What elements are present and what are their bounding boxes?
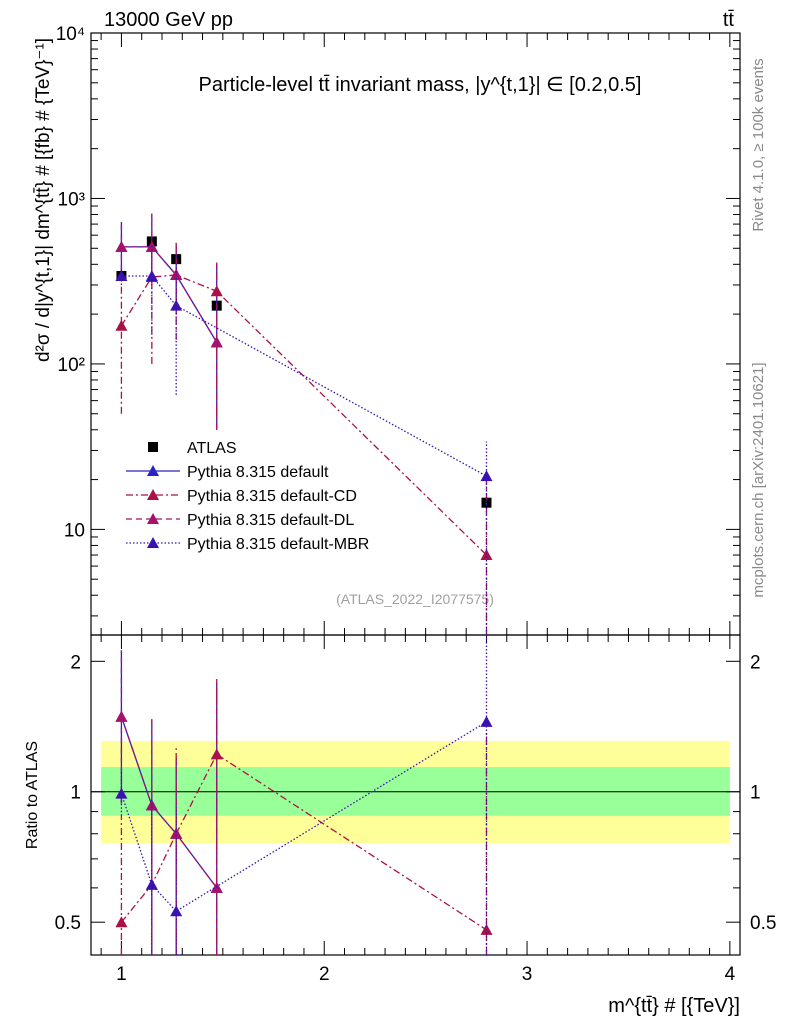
- main-series: [115, 213, 493, 635]
- ratio-series: [115, 635, 493, 955]
- ratio-point-cd: [115, 916, 128, 928]
- x-tick-label: 1: [116, 964, 127, 985]
- ratio-point-dl: [115, 710, 128, 722]
- legend-label-mbr: Pythia 8.315 default-MBR: [187, 536, 369, 553]
- main-axes: 10 10² 10³ 10⁴: [56, 24, 741, 636]
- main-point-cd: [480, 549, 493, 561]
- ratio-tick-label-left: 1: [70, 783, 81, 804]
- source-label: mcplots.cern.ch [arXiv:2401.10621]: [750, 362, 767, 597]
- main-point-dl: [115, 240, 128, 252]
- main-point-mbr: [480, 470, 493, 482]
- main-point-dl: [210, 336, 223, 348]
- main-line-mbr: [121, 275, 487, 477]
- legend-marker-mbr: [147, 537, 159, 548]
- process-label: tt̄: [723, 9, 735, 31]
- y-tick-label: 10²: [58, 355, 85, 376]
- legend-marker-atlas: [148, 442, 158, 452]
- ratio-point-mbr: [115, 787, 128, 799]
- main-title: Particle-level tt̄ invariant mass, |y^{t…: [199, 74, 642, 96]
- main-line-default: [121, 246, 218, 343]
- main-series-dl: [115, 213, 223, 430]
- legend-label-cd: Pythia 8.315 default-CD: [187, 488, 357, 505]
- legend-marker-default: [147, 465, 159, 476]
- ratio-point-mbr: [170, 905, 183, 917]
- main-y-axis-label: d²σ / d|y^{t,1}| dm^{tt̄} # [{fb} # {TeV…: [33, 38, 54, 362]
- ratio-tick-label-right: 0.5: [750, 913, 776, 934]
- main-point-mbr: [115, 269, 128, 281]
- legend-marker-dl: [147, 513, 159, 524]
- ratio-point-dl: [170, 827, 183, 839]
- ratio-line-cd: [120, 753, 487, 931]
- main-series-mbr: [115, 244, 493, 635]
- ratio-point-dl: [210, 881, 223, 893]
- ratio-point-mbr: [480, 715, 493, 727]
- ratio-tick-label-right: 1: [750, 783, 761, 804]
- main-point-cd: [210, 285, 223, 297]
- main-line-dl: [121, 246, 218, 343]
- ratio-axes: 1 2 3 4 0.5 0.5 1 1 2 2: [55, 634, 776, 985]
- ratio-tick-label-left: 0.5: [55, 913, 81, 934]
- main-point-cd: [115, 319, 128, 331]
- ratio-point-dl: [145, 799, 158, 811]
- ratio-series-mbr: [115, 635, 493, 955]
- energy-label: 13000 GeV pp: [104, 9, 233, 31]
- ratio-tick-label-left: 2: [70, 652, 81, 673]
- main-series-default: [115, 213, 223, 430]
- rivet-label: Rivet 4.1.0, ≥ 100k events: [750, 58, 767, 231]
- legend: ATLAS Pythia 8.315 default Pythia 8.315 de…: [126, 440, 369, 553]
- x-axis-label: m^{tt̄} # [{TeV}]: [608, 995, 740, 1017]
- main-point-mbr: [145, 269, 158, 281]
- y-tick-label: 10: [64, 520, 85, 541]
- legend-label-default: Pythia 8.315 default: [187, 464, 329, 481]
- legend-label-dl: Pythia 8.315 default-DL: [187, 512, 354, 529]
- ratio-frame: [90, 634, 741, 956]
- x-tick-label: 3: [522, 964, 533, 985]
- x-tick-label: 4: [725, 964, 736, 985]
- y-tick-label: 10⁴: [56, 24, 85, 45]
- main-point-atlas: [481, 497, 492, 508]
- analysis-watermark: (ATLAS_2022_I2077575): [336, 591, 494, 607]
- legend-marker-cd: [147, 489, 159, 500]
- legend-label-atlas: ATLAS: [187, 440, 237, 457]
- y-tick-label: 10³: [58, 189, 85, 210]
- ratio-line-dl: [120, 716, 218, 889]
- ratio-uncertainty-band: [91, 740, 740, 844]
- main-point-mbr: [170, 299, 183, 311]
- x-tick-label: 2: [319, 964, 330, 985]
- main-series-cd: [115, 240, 493, 635]
- ratio-y-axis-label: Ratio to ATLAS: [24, 741, 41, 849]
- ratio-point-mbr: [145, 878, 158, 890]
- ratio-tick-label-right: 2: [750, 652, 761, 673]
